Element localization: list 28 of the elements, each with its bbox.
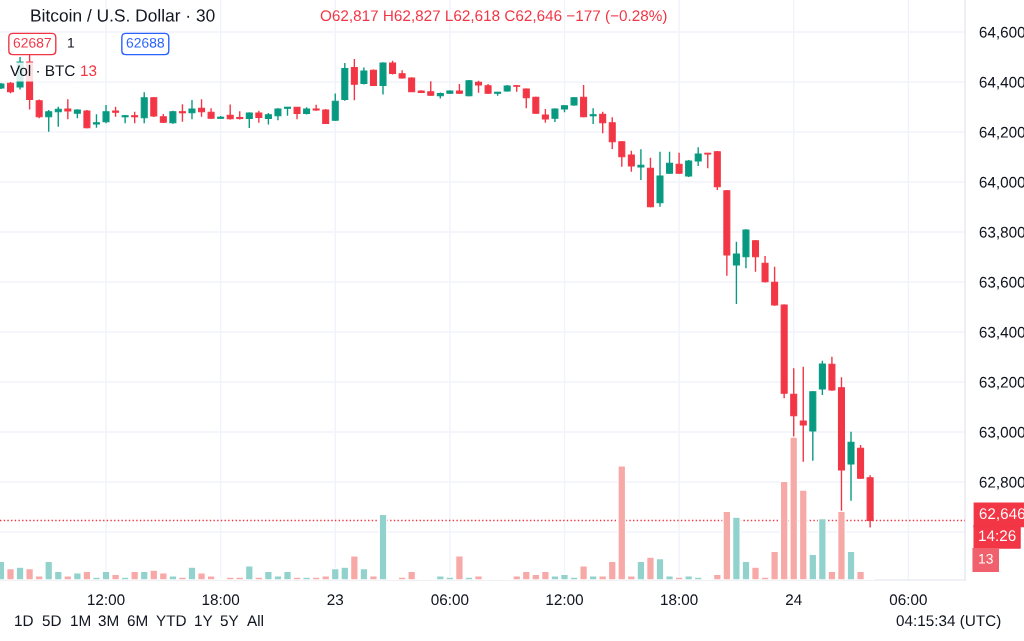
x-tick-label: 12:00 — [546, 594, 583, 606]
text: 04:15:34 (UTC) — [896, 614, 1001, 630]
annotation: 13 — [81, 65, 97, 77]
x-tick-label: 23 — [327, 594, 344, 606]
x-tick-label: 06:00 — [889, 594, 927, 606]
text: 3M — [98, 615, 118, 627]
x-tick-label: 06:00 — [431, 594, 469, 606]
chart-title: Vol · BTC — [10, 64, 75, 77]
x-tick-label: 18:00 — [202, 594, 240, 606]
text: 6M — [127, 615, 147, 627]
x-tick-label: 24 — [785, 594, 802, 605]
text: 5Y — [220, 615, 239, 627]
text: 1Y — [195, 615, 213, 626]
x-tick-label: 12:00 — [88, 594, 125, 606]
annotation: 1 — [68, 38, 75, 48]
text: YTD — [156, 615, 186, 626]
text: O62,817 H62,827 L62,618 C62,646 −177 (−0.28%) — [320, 9, 667, 25]
text: 5D — [42, 615, 61, 627]
annotation: 62688 — [126, 37, 165, 48]
annotation: 62687 — [13, 37, 51, 48]
x-tick-label: 18:00 — [661, 594, 698, 606]
text: All — [247, 614, 263, 626]
ref-line-label: 62,646 — [979, 508, 1024, 521]
text: 13 — [979, 553, 993, 564]
chart-title: Bitcoin / U.S. Dollar · 30 — [31, 8, 215, 22]
text: 14:26 — [979, 530, 1016, 542]
text: 1D — [15, 615, 33, 626]
text: 1M — [71, 615, 90, 626]
